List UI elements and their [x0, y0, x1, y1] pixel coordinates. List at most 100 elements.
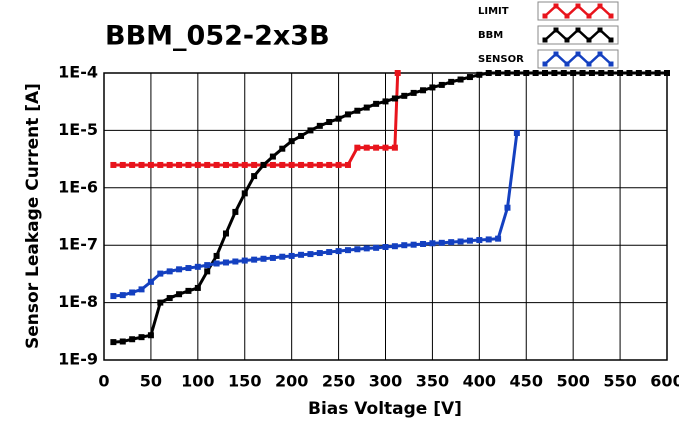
data-point — [466, 74, 473, 81]
data-point — [410, 89, 417, 96]
data-point — [288, 161, 295, 168]
data-point — [138, 334, 145, 341]
data-point — [260, 161, 267, 168]
data-point — [129, 336, 136, 343]
data-point — [598, 70, 605, 76]
data-point — [222, 259, 229, 266]
data-point — [251, 256, 258, 263]
data-point — [232, 208, 239, 215]
data-point — [373, 144, 380, 151]
x-tick-label: 300 — [369, 372, 402, 391]
data-point — [476, 71, 483, 78]
data-point — [560, 70, 567, 76]
data-point — [194, 284, 201, 291]
data-point — [147, 161, 154, 168]
x-tick-label: 600 — [650, 372, 679, 391]
data-point — [157, 299, 164, 306]
data-point — [204, 161, 211, 168]
data-point — [147, 278, 154, 285]
legend-marker — [542, 61, 548, 67]
data-point — [420, 87, 427, 94]
x-tick-label: 250 — [322, 372, 355, 391]
data-point — [495, 235, 502, 242]
data-point — [570, 70, 577, 76]
data-point — [373, 100, 380, 107]
data-point — [298, 251, 305, 258]
legend-marker — [553, 27, 559, 33]
data-point — [288, 138, 295, 145]
legend-marker — [564, 61, 570, 67]
data-point — [251, 161, 258, 168]
data-point — [110, 161, 117, 168]
data-point — [335, 115, 342, 122]
legend-marker — [608, 61, 614, 67]
y-tick-label: 1E-5 — [58, 120, 98, 139]
data-point — [504, 70, 511, 76]
x-tick-label: 450 — [510, 372, 543, 391]
data-point — [363, 245, 370, 252]
data-point — [213, 260, 220, 267]
data-point — [157, 161, 164, 168]
data-point — [213, 252, 220, 259]
legend-marker — [597, 3, 603, 9]
legend-marker — [575, 27, 581, 33]
data-point — [194, 161, 201, 168]
data-point — [326, 119, 333, 126]
data-point — [579, 70, 586, 76]
data-point — [523, 70, 530, 76]
data-point — [354, 246, 361, 253]
data-point — [354, 144, 361, 151]
legend-marker — [608, 13, 614, 19]
data-point — [269, 153, 276, 160]
data-point — [485, 236, 492, 243]
data-point — [664, 70, 670, 76]
data-point — [157, 270, 164, 277]
data-point — [626, 70, 633, 76]
data-point — [176, 161, 183, 168]
data-point — [645, 70, 652, 76]
data-point — [138, 161, 145, 168]
legend-marker — [542, 37, 548, 43]
data-point — [110, 339, 117, 346]
y-tick-label: 1E-7 — [58, 235, 98, 254]
data-point — [391, 243, 398, 250]
data-point — [326, 249, 333, 256]
legend-marker — [586, 13, 592, 19]
x-tick-label: 200 — [275, 372, 308, 391]
data-point — [129, 289, 136, 296]
data-point — [391, 95, 398, 102]
data-point — [232, 161, 239, 168]
data-point — [448, 239, 455, 246]
data-point — [344, 111, 351, 118]
data-point — [138, 286, 145, 293]
y-tick-label: 1E-9 — [58, 350, 98, 369]
data-point — [438, 81, 445, 88]
data-point — [185, 287, 192, 294]
data-point — [363, 104, 370, 111]
x-tick-label: 550 — [603, 372, 636, 391]
data-point — [532, 70, 539, 76]
data-point — [401, 92, 408, 99]
data-point — [176, 266, 183, 273]
data-point — [119, 292, 126, 299]
data-point — [382, 144, 389, 151]
data-point — [232, 258, 239, 265]
x-axis-label: Bias Voltage [V] — [308, 399, 462, 419]
data-point — [288, 252, 295, 259]
data-point — [279, 161, 286, 168]
data-point — [335, 161, 342, 168]
x-tick-label: 100 — [181, 372, 214, 391]
legend-marker — [542, 13, 548, 19]
legend-label: BBM — [478, 30, 503, 41]
data-point — [504, 204, 511, 211]
legend-marker — [575, 51, 581, 57]
data-point — [344, 247, 351, 254]
legend-label: SENSOR — [478, 54, 524, 65]
x-tick-label: 500 — [556, 372, 589, 391]
data-point — [269, 161, 276, 168]
legend-marker — [553, 51, 559, 57]
data-point — [335, 248, 342, 255]
data-point — [298, 161, 305, 168]
data-point — [307, 127, 314, 134]
